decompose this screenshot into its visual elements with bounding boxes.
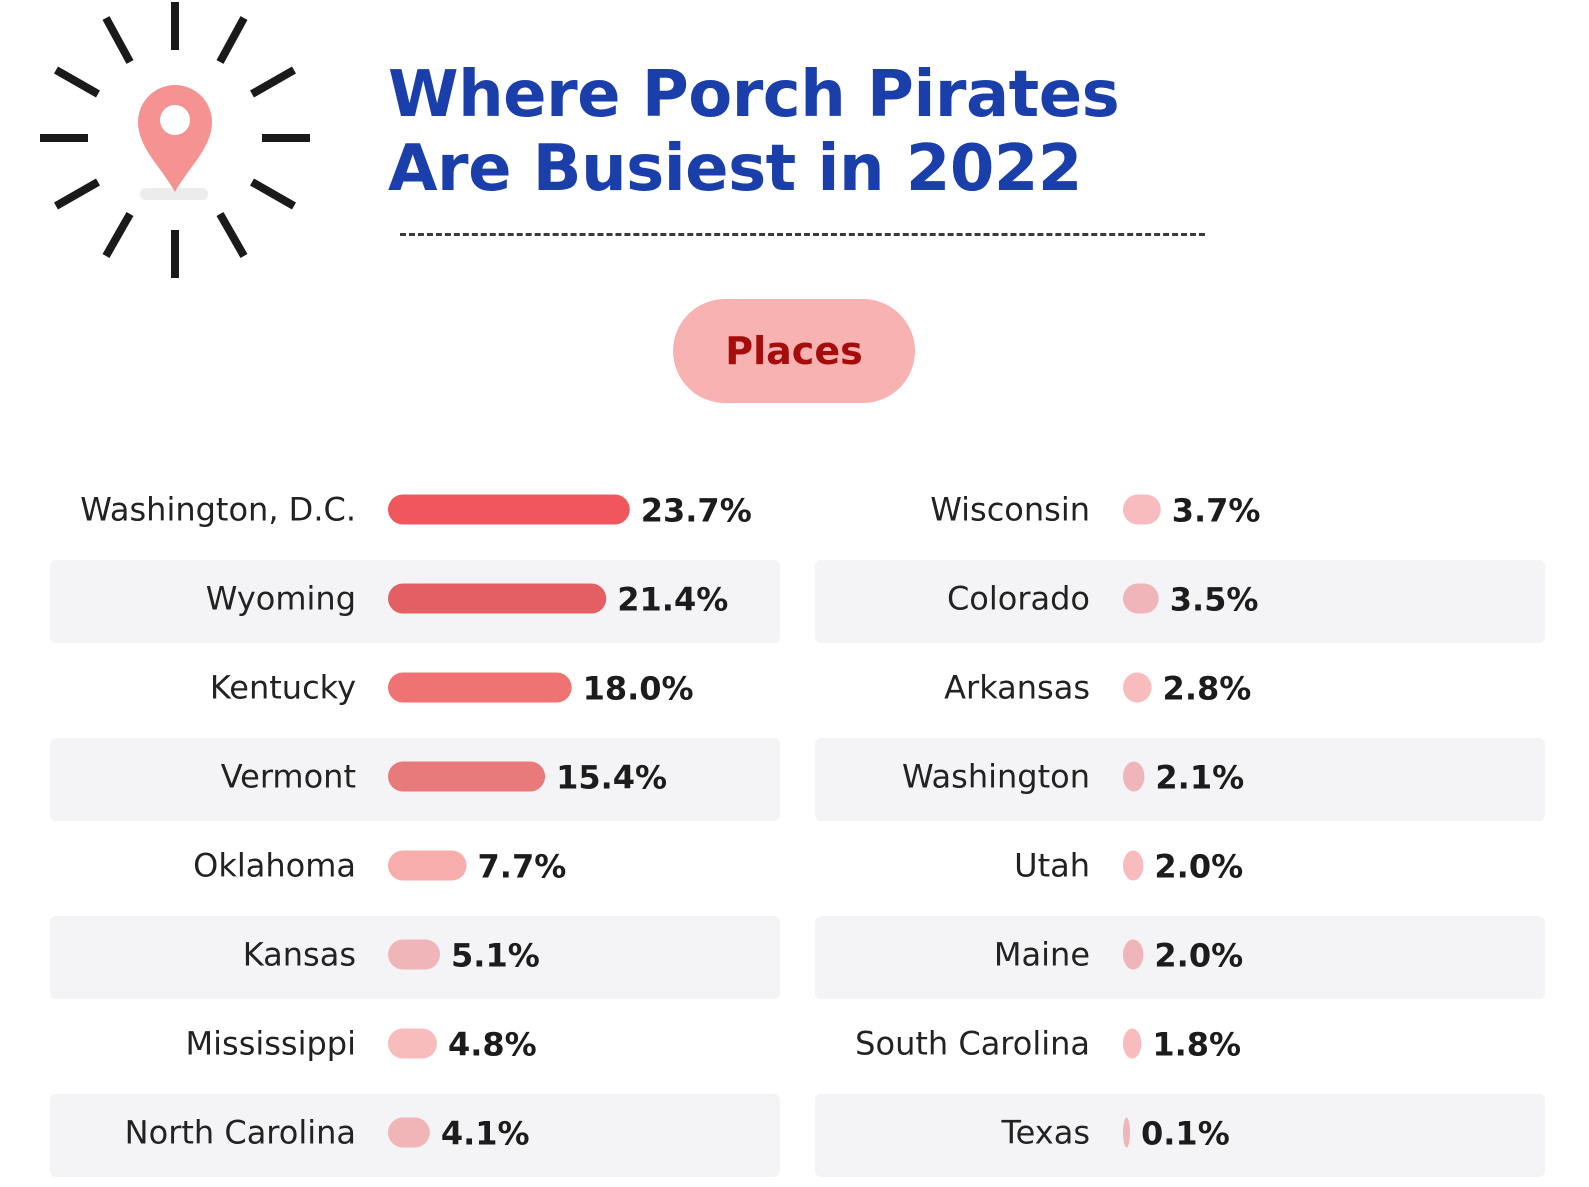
bar: [388, 1117, 430, 1148]
value-label: 3.7%: [1172, 492, 1261, 530]
category-label: Washington: [902, 758, 1090, 796]
bar: [1123, 850, 1144, 881]
value-label: 4.1%: [441, 1115, 530, 1153]
category-label: Texas: [1001, 1114, 1090, 1152]
row-band: [815, 916, 1545, 999]
bar: [388, 672, 572, 703]
bar: [388, 761, 546, 792]
bar: [388, 583, 607, 614]
value-label: 2.0%: [1154, 848, 1243, 886]
category-label: Arkansas: [944, 669, 1090, 707]
page-title: Where Porch Pirates Are Busiest in 2022: [388, 58, 1120, 206]
value-label: 3.5%: [1170, 581, 1259, 619]
value-label: 21.4%: [617, 581, 728, 619]
value-label: 5.1%: [451, 937, 540, 975]
category-label: Utah: [1014, 847, 1090, 885]
category-label: Oklahoma: [193, 847, 356, 885]
bar: [388, 1028, 437, 1059]
bar: [1123, 1117, 1130, 1148]
category-label: Kentucky: [210, 669, 356, 707]
value-label: 2.0%: [1154, 937, 1243, 975]
bar: [1123, 1028, 1142, 1059]
value-label: 0.1%: [1141, 1115, 1230, 1153]
value-label: 23.7%: [641, 492, 752, 530]
value-label: 7.7%: [478, 848, 567, 886]
places-pill: Places: [673, 299, 915, 403]
title-line-1: Where Porch Pirates: [388, 58, 1120, 132]
bar: [1123, 939, 1144, 970]
title-line-2: Are Busiest in 2022: [388, 132, 1082, 206]
bar: [1123, 583, 1159, 614]
category-label: Vermont: [221, 758, 356, 796]
value-label: 2.1%: [1155, 759, 1244, 797]
bar: [388, 850, 467, 881]
value-label: 1.8%: [1152, 1026, 1241, 1064]
location-pin-icon: [40, 2, 310, 278]
value-label: 15.4%: [556, 759, 667, 797]
category-label: Wisconsin: [930, 491, 1090, 529]
category-label: North Carolina: [125, 1114, 356, 1152]
value-label: 4.8%: [448, 1026, 537, 1064]
category-label: Mississippi: [186, 1025, 356, 1063]
bar: [1123, 672, 1152, 703]
title-divider: [400, 233, 1205, 236]
category-label: Colorado: [947, 580, 1090, 618]
category-label: Maine: [994, 936, 1090, 974]
row-band: [815, 738, 1545, 821]
category-label: South Carolina: [855, 1025, 1090, 1063]
row-band: [815, 1094, 1545, 1177]
row-band: [815, 560, 1545, 643]
bar: [388, 494, 630, 525]
category-label: Kansas: [243, 936, 356, 974]
category-label: Washington, D.C.: [80, 491, 356, 529]
value-label: 2.8%: [1163, 670, 1252, 708]
bar: [1123, 761, 1145, 792]
bar: [1123, 494, 1161, 525]
category-label: Wyoming: [206, 580, 356, 618]
value-label: 18.0%: [583, 670, 694, 708]
bar: [388, 939, 441, 970]
